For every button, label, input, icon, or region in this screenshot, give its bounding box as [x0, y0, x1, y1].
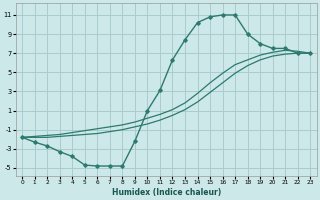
- X-axis label: Humidex (Indice chaleur): Humidex (Indice chaleur): [112, 188, 221, 197]
